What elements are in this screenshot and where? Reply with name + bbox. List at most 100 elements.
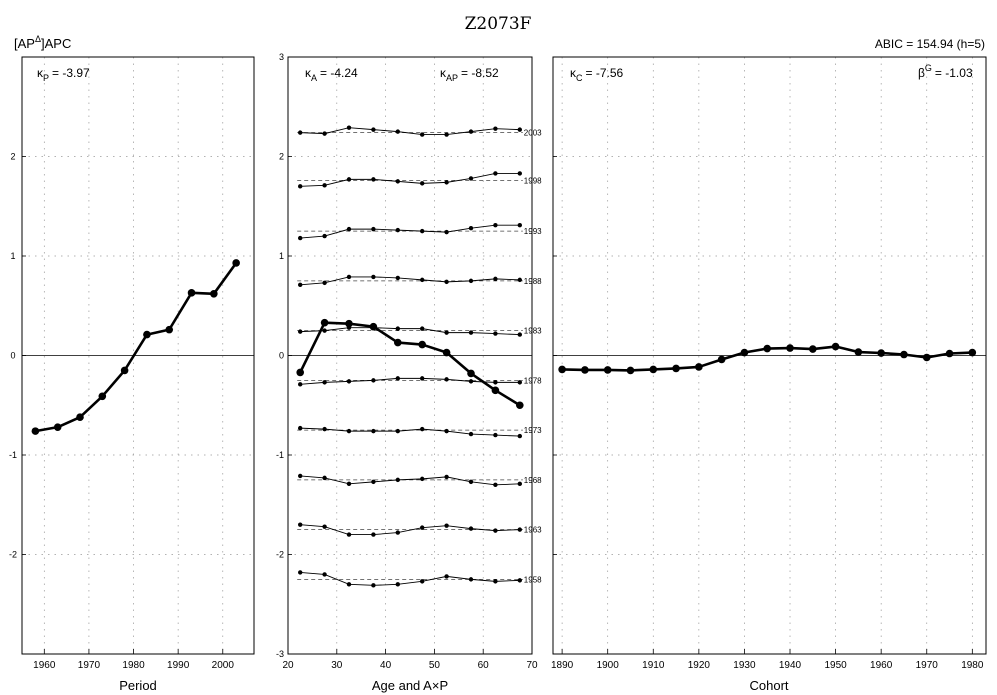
age-x-tick-label: 30 — [331, 660, 343, 671]
interaction-point — [493, 380, 498, 385]
cohort-beta: βG = -1.03 — [918, 63, 973, 80]
interaction-point — [468, 225, 474, 231]
cohort-x-tick-label: 1910 — [642, 660, 665, 671]
cohort-x-tick-label: 1970 — [916, 660, 939, 671]
interaction-point — [420, 376, 425, 381]
cohort-series-point — [717, 355, 726, 364]
interaction-point — [346, 532, 352, 537]
interaction-point — [517, 171, 522, 176]
period-series-point — [53, 423, 62, 431]
period-x-tick-label: 1970 — [78, 660, 101, 671]
interaction-point — [468, 431, 474, 437]
period-xlabel: Period — [119, 678, 157, 693]
interaction-point — [371, 177, 376, 182]
period-x-tick-label: 1990 — [167, 660, 190, 671]
period-series-point — [165, 325, 174, 334]
period-series-point — [76, 413, 84, 421]
period-y-tick-label: 0 — [10, 351, 15, 361]
interaction-point — [420, 132, 425, 137]
interaction-point — [444, 428, 449, 434]
interaction-point — [517, 527, 522, 532]
interaction-point — [517, 332, 522, 337]
period-series-point — [232, 259, 240, 267]
cohort-series-point — [558, 365, 566, 374]
interaction-point — [298, 425, 303, 431]
interaction-point — [468, 526, 474, 531]
cohort-x-tick-label: 1920 — [688, 660, 711, 671]
period-y-tick-label: -1 — [9, 450, 17, 460]
interaction-point — [298, 184, 303, 189]
interaction-point — [517, 222, 522, 228]
interaction-point — [493, 276, 498, 282]
cohort-series-point — [809, 345, 817, 353]
period-x-tick-label: 1960 — [33, 660, 56, 671]
interaction-line — [300, 276, 520, 286]
cohort-ticks: 1890 1900 1910 1920 1930 1940 1950 1960 1970 1980 — [551, 156, 984, 671]
cohort-x-tick-label: 1890 — [551, 660, 574, 671]
cohort-grid — [553, 57, 986, 654]
age-series-point — [369, 322, 378, 331]
cohort-series-point — [945, 349, 954, 358]
age-series-point — [467, 369, 475, 378]
period-kappa: κP = -3.97 — [37, 66, 90, 83]
interaction-label: 1988 — [524, 277, 542, 286]
cohort-series-point — [763, 344, 772, 353]
age-series-line — [299, 321, 521, 407]
interaction-point — [395, 227, 400, 233]
period-series-point — [120, 366, 129, 375]
interaction-point — [517, 578, 522, 583]
interaction-point — [493, 528, 498, 533]
interaction-point — [468, 129, 474, 134]
age-y-tick-label: 2 — [279, 152, 284, 162]
interaction-point — [420, 228, 425, 234]
interaction-line — [300, 127, 520, 136]
cohort-kappa: κC = -7.56 — [570, 66, 624, 83]
interaction-label: 1993 — [524, 227, 542, 236]
interaction-point — [371, 583, 376, 588]
interaction-point — [493, 126, 498, 131]
cohort-series-point — [900, 350, 908, 359]
interaction-point — [371, 428, 376, 434]
interaction-point — [346, 582, 352, 587]
age-frame — [287, 56, 533, 655]
age-xlabel: Age and A×P — [372, 678, 448, 693]
period-x-tick-label: 2000 — [212, 660, 235, 671]
cohort-series-point — [740, 348, 749, 357]
cohort-x-tick-label: 1930 — [733, 660, 756, 671]
interaction-point — [444, 377, 449, 382]
interaction-point — [395, 376, 400, 381]
age-y-tick-label: 3 — [279, 52, 284, 62]
interaction-line — [300, 524, 520, 536]
interaction-point — [493, 432, 498, 438]
interaction-point — [371, 378, 376, 383]
interaction-point — [517, 481, 522, 487]
cohort-series-point — [922, 353, 931, 362]
period-series-point — [143, 330, 151, 339]
interaction-point — [395, 428, 400, 434]
interaction-point — [493, 331, 498, 336]
cohort-x-tick-label: 1940 — [779, 660, 802, 671]
age-y-tick-label: 1 — [279, 251, 284, 261]
interaction-point — [298, 329, 303, 334]
interaction-point — [322, 233, 327, 239]
age-x-tick-label: 40 — [380, 660, 392, 671]
interaction-line — [300, 427, 520, 437]
interaction-point — [517, 380, 522, 385]
age-interaction: 2003 1998 1993 1988 1983 1978 1973 1968 1963 1958 — [297, 125, 542, 588]
interaction-point — [322, 328, 327, 333]
age-ticks: 20 30 40 50 60 70 -3 -2 -1 0 1 2 3 — [276, 52, 538, 671]
age-x-tick-label: 70 — [526, 660, 538, 671]
period-panel: 1960 1970 1980 1990 2000 -2 -1 0 1 2 κP = -3.97 Pe… — [9, 56, 255, 693]
interaction-point — [468, 330, 474, 335]
cohort-x-tick-label: 1960 — [870, 660, 893, 671]
cohort-series-point — [672, 364, 680, 373]
cohort-frame — [552, 56, 987, 655]
interaction-point — [444, 229, 449, 235]
interaction-point — [395, 179, 400, 184]
interaction-point — [322, 475, 327, 481]
cohort-panel: 1890 1900 1910 1920 1930 1940 1950 1960 1970 1980… — [551, 56, 987, 693]
interaction-point — [493, 579, 498, 584]
interaction-point — [517, 433, 522, 439]
interaction-point — [371, 479, 376, 485]
